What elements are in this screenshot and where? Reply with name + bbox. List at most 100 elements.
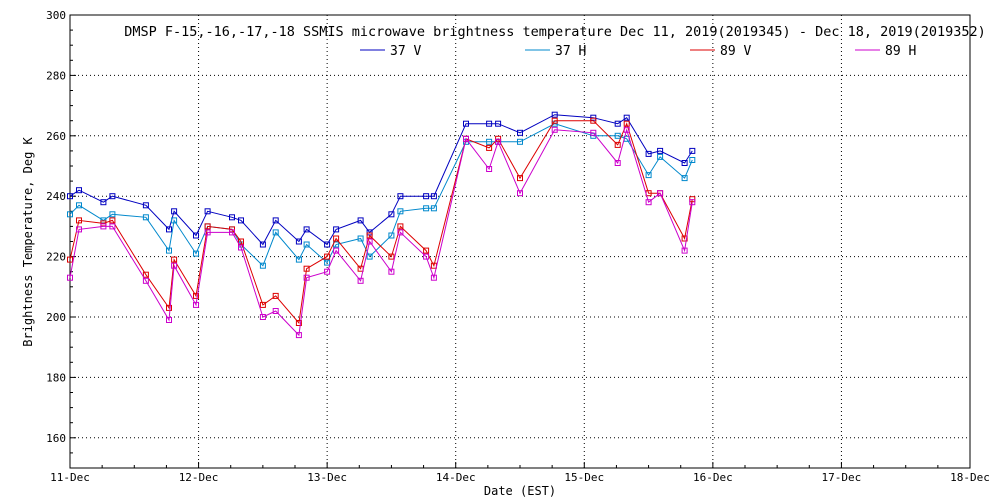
data-point bbox=[238, 244, 244, 251]
data-point bbox=[357, 217, 364, 224]
data-point bbox=[303, 226, 310, 233]
data-point bbox=[657, 190, 664, 197]
data-point bbox=[681, 247, 688, 254]
data-point bbox=[295, 238, 302, 245]
data-point bbox=[366, 253, 373, 260]
data-point bbox=[590, 129, 597, 136]
data-point bbox=[193, 250, 199, 257]
data-point bbox=[486, 120, 493, 127]
data-point bbox=[430, 274, 437, 281]
data-point bbox=[142, 277, 149, 284]
data-point bbox=[645, 199, 652, 206]
x-tick-label: 13-Dec bbox=[307, 471, 347, 484]
data-point bbox=[486, 144, 493, 151]
data-point bbox=[142, 271, 149, 278]
data-point bbox=[67, 193, 73, 200]
data-point bbox=[517, 190, 523, 197]
data-point bbox=[430, 205, 437, 212]
data-point bbox=[193, 301, 199, 308]
x-tick-label: 12-Dec bbox=[179, 471, 219, 484]
data-point bbox=[623, 120, 630, 127]
data-point bbox=[204, 229, 211, 236]
data-point bbox=[495, 138, 502, 145]
data-point bbox=[423, 205, 430, 212]
data-series bbox=[67, 111, 696, 339]
axis-ticks: 11-Dec 12-Dec 13-Dec 14-Dec 15-Dec 16-Dec 17-D… bbox=[46, 9, 990, 484]
data-point bbox=[423, 193, 430, 200]
data-point bbox=[430, 193, 437, 200]
data-point bbox=[681, 235, 688, 242]
data-point bbox=[166, 247, 172, 254]
data-point bbox=[645, 172, 652, 179]
data-point bbox=[657, 153, 664, 160]
data-point bbox=[76, 187, 82, 194]
data-point bbox=[295, 332, 302, 339]
data-point bbox=[171, 262, 178, 269]
data-point bbox=[689, 157, 696, 163]
data-point bbox=[142, 214, 149, 221]
data-point bbox=[272, 292, 279, 299]
data-point bbox=[517, 175, 523, 182]
y-tick-label: 300 bbox=[46, 9, 66, 22]
data-point bbox=[324, 268, 331, 275]
data-point bbox=[590, 117, 597, 124]
data-point bbox=[463, 120, 469, 127]
data-point bbox=[303, 265, 310, 272]
data-point bbox=[272, 229, 279, 236]
data-point bbox=[366, 238, 373, 245]
data-point bbox=[76, 217, 82, 224]
data-point bbox=[486, 138, 493, 145]
data-point bbox=[397, 229, 404, 236]
data-point bbox=[388, 253, 395, 260]
data-point bbox=[397, 193, 404, 200]
data-point bbox=[229, 214, 235, 221]
legend-label: 89 V bbox=[720, 44, 751, 59]
data-point bbox=[259, 314, 266, 320]
data-point bbox=[259, 262, 266, 269]
data-point bbox=[423, 253, 430, 260]
data-point bbox=[681, 160, 688, 166]
data-point bbox=[324, 253, 331, 260]
data-point bbox=[517, 138, 523, 145]
data-point bbox=[67, 256, 73, 263]
data-point bbox=[100, 223, 107, 230]
data-point bbox=[303, 274, 310, 281]
data-point bbox=[229, 229, 235, 236]
series-37-v bbox=[67, 111, 696, 248]
data-point bbox=[614, 141, 621, 148]
data-point bbox=[623, 126, 630, 133]
data-point bbox=[238, 217, 244, 224]
legend-label: 37 H bbox=[555, 44, 586, 59]
y-tick-label: 160 bbox=[46, 432, 66, 445]
data-point bbox=[551, 126, 558, 133]
y-tick-label: 280 bbox=[46, 69, 66, 82]
data-point bbox=[171, 217, 178, 224]
data-point bbox=[517, 129, 523, 136]
data-point bbox=[324, 259, 331, 266]
y-tick-label: 200 bbox=[46, 311, 66, 324]
x-tick-label: 15-Dec bbox=[564, 471, 604, 484]
y-axis-label: Brightness Temperature, Deg K bbox=[21, 136, 35, 346]
series-line bbox=[69, 114, 693, 246]
legend-label: 37 V bbox=[390, 44, 421, 59]
data-point bbox=[142, 202, 149, 209]
data-point bbox=[193, 232, 199, 239]
data-point bbox=[397, 223, 404, 230]
data-point bbox=[388, 211, 395, 218]
x-tick-label: 17-Dec bbox=[822, 471, 862, 484]
x-tick-label: 16-Dec bbox=[693, 471, 733, 484]
data-point bbox=[238, 238, 244, 245]
data-point bbox=[295, 256, 302, 263]
data-point bbox=[614, 160, 621, 166]
data-point bbox=[204, 208, 211, 215]
data-point bbox=[614, 132, 621, 139]
data-point bbox=[366, 232, 373, 239]
series-line bbox=[69, 127, 693, 337]
data-point bbox=[681, 175, 688, 182]
data-point bbox=[486, 166, 493, 172]
data-point bbox=[303, 241, 310, 248]
data-point bbox=[423, 247, 430, 254]
data-point bbox=[623, 114, 630, 121]
data-point bbox=[397, 208, 404, 215]
